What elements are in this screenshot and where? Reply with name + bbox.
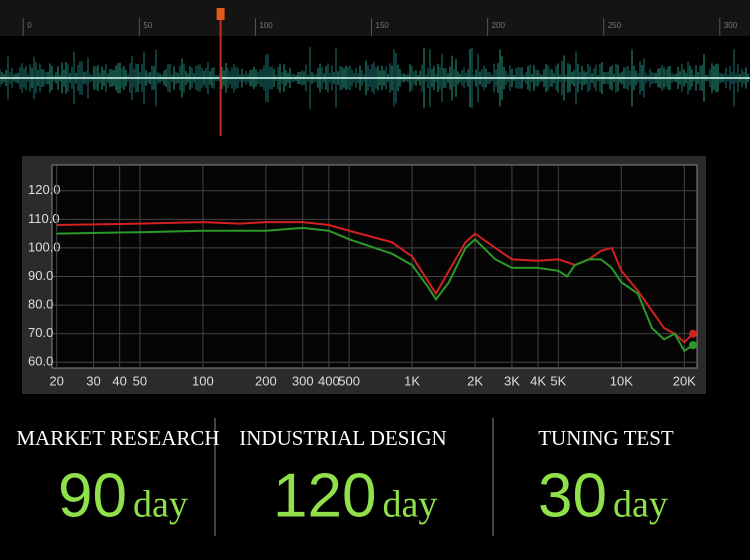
ruler-label: 100 xyxy=(259,21,273,30)
ruler-label: 0 xyxy=(27,21,32,30)
y-tick-label: 100.0 xyxy=(28,239,61,254)
x-tick-label: 100 xyxy=(192,373,214,388)
ruler-label: 300 xyxy=(724,21,738,30)
stat-unit: day xyxy=(382,484,437,526)
playhead-handle xyxy=(216,8,225,20)
stat-value: 90 xyxy=(58,461,127,530)
x-tick-label: 300 xyxy=(292,373,314,388)
y-tick-label: 90.0 xyxy=(28,268,53,283)
ruler-label: 250 xyxy=(608,21,622,30)
stat-unit: day xyxy=(613,484,668,526)
x-tick-label: 20K xyxy=(673,373,696,388)
waveform xyxy=(0,47,750,109)
y-tick-label: 80.0 xyxy=(28,297,53,312)
x-tick-label: 30 xyxy=(86,373,100,388)
x-tick-label: 20 xyxy=(49,373,63,388)
stat-label: TUNING TEST xyxy=(538,426,674,450)
plot-area xyxy=(51,164,698,369)
x-tick-label: 50 xyxy=(133,373,147,388)
x-tick-label: 2K xyxy=(467,373,483,388)
stat-label: MARKET RESEARCH xyxy=(16,426,219,450)
ruler-bar xyxy=(0,0,750,36)
stat-value: 120 xyxy=(273,461,376,530)
y-tick-label: 120.0 xyxy=(28,182,61,197)
stat-value: 30 xyxy=(538,461,607,530)
ruler-label: 150 xyxy=(376,21,390,30)
x-tick-label: 4K xyxy=(530,373,546,388)
y-tick-label: 60.0 xyxy=(28,354,53,369)
stat-label: INDUSTRIAL DESIGN xyxy=(239,426,446,450)
y-tick-label: 70.0 xyxy=(28,325,53,340)
x-tick-label: 500 xyxy=(338,373,360,388)
x-tick-label: 3K xyxy=(504,373,520,388)
x-tick-label: 400 xyxy=(318,373,340,388)
x-tick-label: 40 xyxy=(112,373,126,388)
end-dot xyxy=(688,341,697,350)
x-tick-label: 200 xyxy=(255,373,277,388)
end-dot xyxy=(688,329,697,338)
stat-unit: day xyxy=(133,484,188,526)
series-line xyxy=(56,221,694,344)
x-tick-label: 5K xyxy=(550,373,566,388)
ruler-label: 50 xyxy=(143,21,152,30)
y-tick-label: 110.0 xyxy=(28,211,60,226)
x-tick-label: 1K xyxy=(404,373,420,388)
ruler-label: 200 xyxy=(492,21,506,30)
x-tick-label: 10K xyxy=(610,373,633,388)
series-line xyxy=(56,226,694,353)
